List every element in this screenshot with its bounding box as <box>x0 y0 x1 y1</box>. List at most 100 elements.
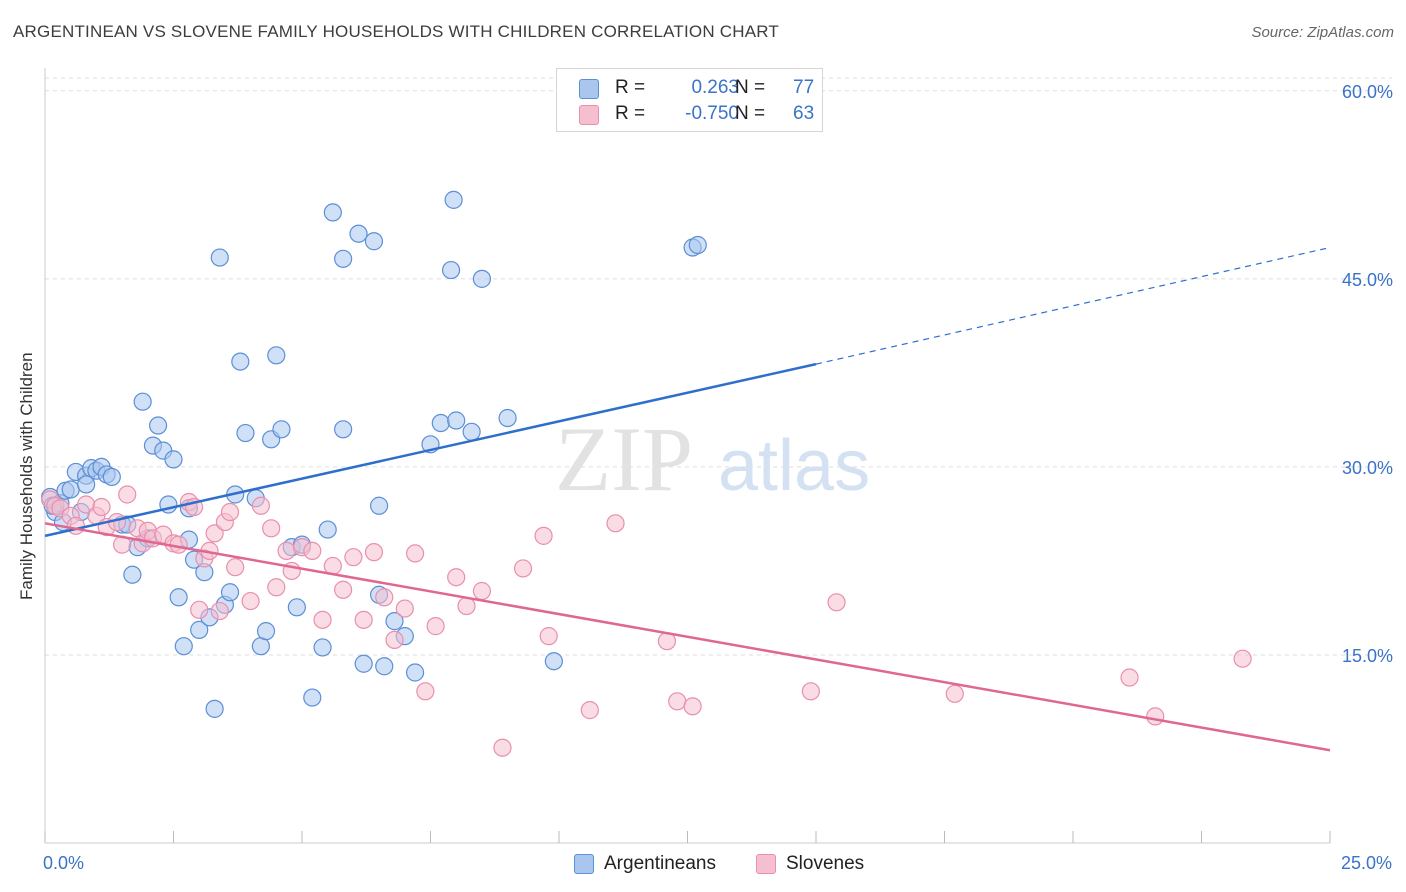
data-point <box>277 541 296 560</box>
data-point <box>102 467 121 487</box>
data-point <box>688 235 707 255</box>
data-point <box>462 422 481 441</box>
blue-swatch <box>574 854 594 874</box>
data-point <box>123 565 142 584</box>
data-point <box>231 352 250 371</box>
data-point <box>313 610 332 629</box>
data-point <box>174 637 193 656</box>
data-point <box>148 416 168 435</box>
data-point <box>236 423 255 443</box>
data-point <box>457 596 476 616</box>
data-point <box>334 420 353 439</box>
data-point <box>385 630 404 650</box>
data-point <box>267 346 286 365</box>
data-point <box>1146 707 1165 726</box>
pink-swatch <box>579 105 599 125</box>
data-point <box>92 497 111 517</box>
data-point <box>220 502 240 522</box>
r-label: R = <box>615 103 646 124</box>
data-point <box>431 413 450 433</box>
data-point <box>364 232 384 251</box>
correlation-legend: R = 0.263 N = 77 R = -0.750 N = 63 <box>556 68 823 132</box>
data-point <box>539 627 558 646</box>
watermark: ZIP atlas <box>555 408 870 510</box>
data-point <box>405 663 425 682</box>
data-point <box>190 620 209 639</box>
x-tick-label: 25.0% <box>1341 853 1392 873</box>
data-point <box>205 699 224 718</box>
data-point <box>272 420 291 439</box>
data-point <box>349 224 368 243</box>
data-point <box>668 692 687 711</box>
data-point <box>210 601 229 621</box>
data-point <box>534 526 553 545</box>
data-point <box>354 610 373 629</box>
r-label: R = <box>615 77 646 98</box>
data-point <box>77 475 96 494</box>
data-point <box>1120 668 1139 687</box>
y-tick-label: 45.0% <box>1342 270 1393 290</box>
watermark-atlas: atlas <box>718 426 870 506</box>
data-point <box>606 514 625 533</box>
data-point <box>226 558 245 577</box>
data-point <box>323 203 342 222</box>
source-label: Source: ZipAtlas.com <box>1251 24 1394 41</box>
data-point <box>61 480 80 499</box>
data-point <box>513 559 533 578</box>
n-label: N = <box>735 103 766 124</box>
data-point <box>251 496 270 515</box>
data-point <box>375 657 394 676</box>
data-point <box>164 450 183 469</box>
data-point <box>133 392 152 411</box>
data-point <box>801 682 820 701</box>
data-point <box>472 581 491 601</box>
x-tick-label: 0.0% <box>43 853 84 873</box>
data-point <box>426 617 445 636</box>
tick-labels: 15.0% 30.0% 45.0% 60.0% 0.0% 25.0% <box>43 82 1393 873</box>
n-value: 63 <box>793 103 815 124</box>
data-point <box>190 600 209 619</box>
data-point <box>303 541 322 560</box>
n-label: N = <box>735 77 766 98</box>
data-point <box>354 654 373 673</box>
data-point <box>580 701 599 720</box>
data-point <box>405 544 425 563</box>
data-point <box>334 249 353 268</box>
data-point <box>385 612 404 631</box>
axes <box>44 68 1331 844</box>
data-point <box>267 578 286 597</box>
data-point <box>375 588 394 607</box>
y-tick-label: 30.0% <box>1342 458 1393 478</box>
data-point <box>370 496 389 515</box>
data-point <box>447 568 466 587</box>
data-point <box>493 738 512 757</box>
data-point <box>205 524 224 543</box>
data-point <box>395 599 414 618</box>
data-point <box>945 684 964 703</box>
data-point <box>313 638 332 657</box>
data-point <box>447 411 466 430</box>
data-point <box>472 269 491 288</box>
data-point <box>66 516 85 535</box>
y-tick-label: 60.0% <box>1342 82 1393 102</box>
data-point <box>364 543 384 562</box>
trend-line-argentineans-projection <box>815 246 1331 365</box>
trend-lines <box>44 246 1331 752</box>
legend-label: Slovenes <box>786 853 865 874</box>
data-point <box>169 588 188 607</box>
data-point <box>118 485 137 504</box>
data-point <box>498 408 517 428</box>
trend-line-slovenes <box>44 522 1331 752</box>
data-point <box>441 260 461 280</box>
data-point <box>256 622 276 641</box>
data-point <box>318 520 337 539</box>
data-point <box>683 697 702 716</box>
data-point <box>416 682 435 701</box>
data-point <box>827 593 846 612</box>
data-point <box>444 190 463 209</box>
data-point <box>303 688 322 707</box>
data-point <box>210 248 229 267</box>
n-value: 77 <box>793 77 815 98</box>
data-point <box>220 583 240 602</box>
